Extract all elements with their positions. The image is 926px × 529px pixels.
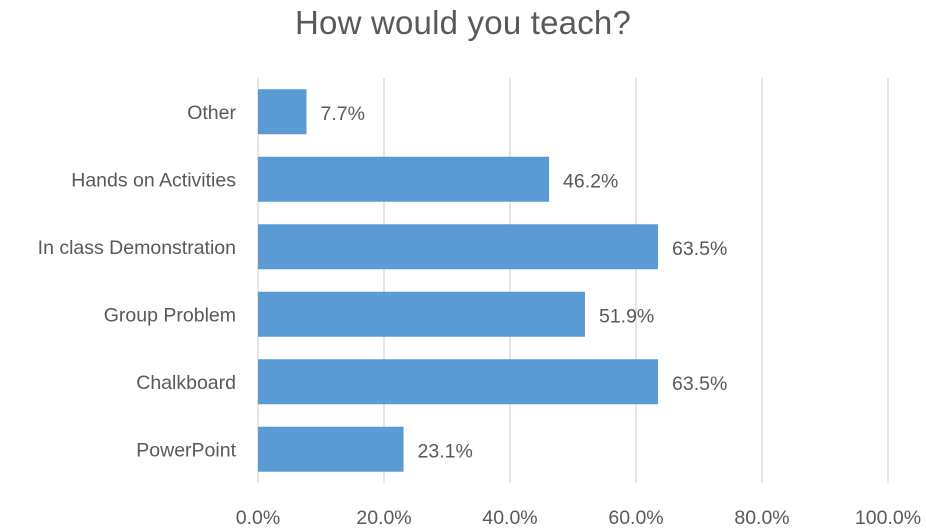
data-label: 46.2% bbox=[563, 170, 618, 192]
category-label: Other bbox=[187, 102, 236, 124]
x-tick-label: 0.0% bbox=[236, 507, 280, 529]
data-label: 51.9% bbox=[599, 305, 654, 327]
data-label: 7.7% bbox=[321, 103, 365, 125]
data-label: 63.5% bbox=[672, 238, 727, 260]
bar-in-class-demonstration bbox=[258, 224, 659, 270]
x-tick-label: 80.0% bbox=[734, 507, 789, 529]
chart-title: How would you teach? bbox=[294, 4, 632, 41]
category-label: In class Demonstration bbox=[38, 237, 236, 259]
gridlines bbox=[257, 78, 889, 483]
bar-hands-on-activities bbox=[258, 156, 550, 202]
bar-other bbox=[258, 89, 307, 135]
category-label: Chalkboard bbox=[136, 372, 236, 394]
bar-powerpoint bbox=[258, 426, 404, 472]
bar-group-problem bbox=[258, 291, 585, 337]
x-tick-label: 100.0% bbox=[855, 507, 921, 529]
category-label: Hands on Activities bbox=[71, 169, 236, 191]
bar-chalkboard bbox=[258, 359, 659, 405]
x-tick-label: 20.0% bbox=[356, 507, 411, 529]
x-tick-label: 60.0% bbox=[608, 507, 663, 529]
category-label: Group Problem bbox=[104, 304, 236, 326]
data-label: 63.5% bbox=[672, 373, 727, 395]
category-label: PowerPoint bbox=[136, 439, 236, 461]
x-tick-label: 40.0% bbox=[482, 507, 537, 529]
data-label: 23.1% bbox=[418, 440, 473, 462]
